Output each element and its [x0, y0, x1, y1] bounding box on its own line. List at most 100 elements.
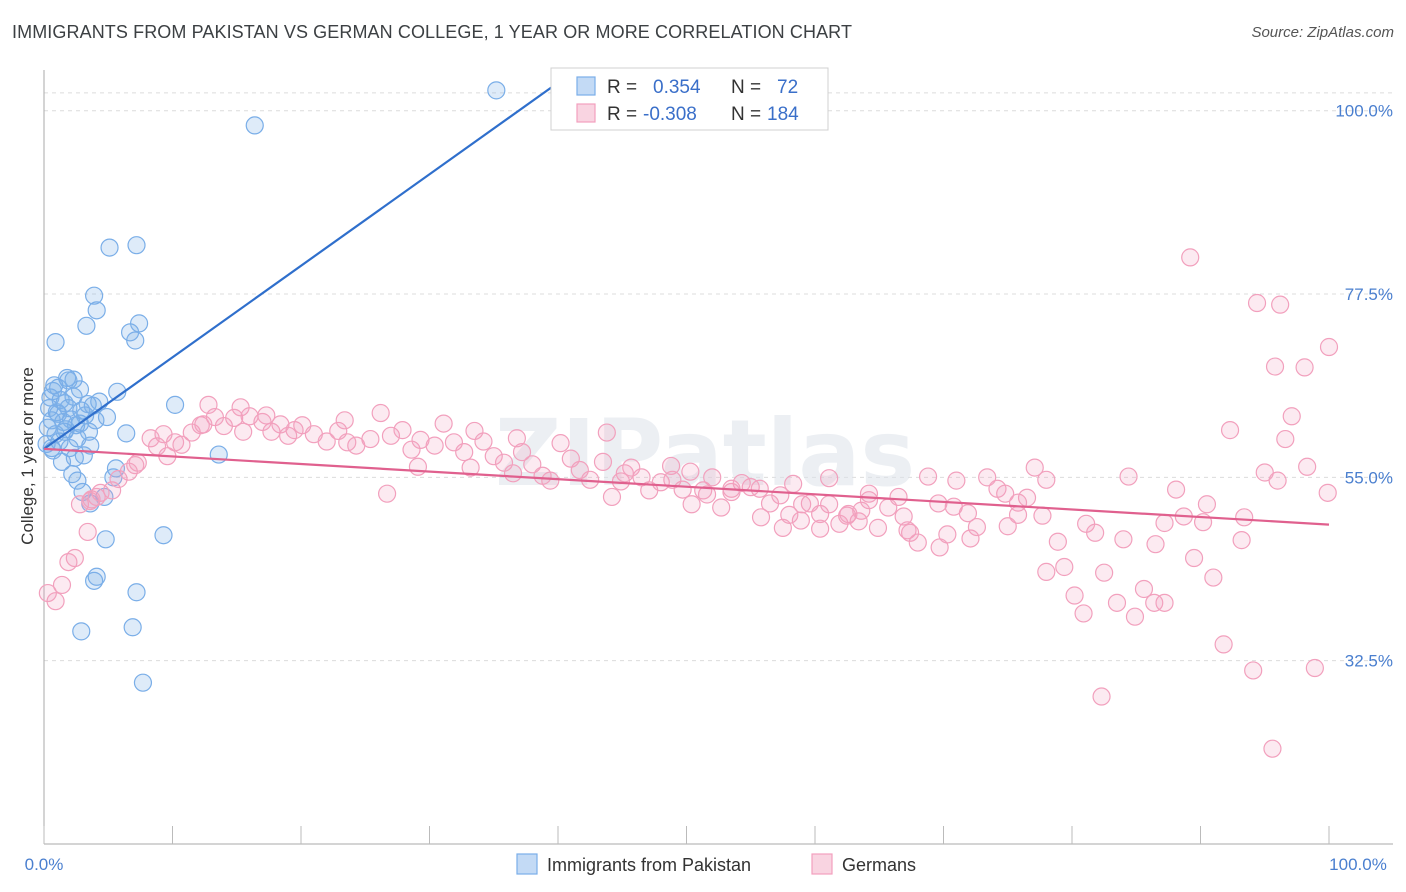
- point-germans: [1145, 593, 1164, 612]
- point-pakistan: [43, 381, 63, 401]
- point-germans: [523, 455, 542, 474]
- point-germans: [908, 533, 927, 552]
- point-germans: [944, 497, 963, 516]
- point-pakistan: [126, 331, 145, 350]
- y-tick-label: 55.0%: [1345, 468, 1393, 487]
- y-tick-labels: 32.5% 55.0% 77.5% 100.0%: [1335, 102, 1393, 671]
- point-germans: [978, 468, 997, 487]
- y-tick-label: 32.5%: [1345, 652, 1393, 671]
- point-germans: [1037, 562, 1056, 581]
- point-germans: [859, 484, 879, 503]
- point-germans: [126, 456, 145, 475]
- trend-lines: [43, 77, 1330, 526]
- point-pakistan: [72, 622, 91, 641]
- point-germans: [1244, 661, 1263, 680]
- point-germans: [703, 468, 722, 487]
- point-germans: [1220, 421, 1240, 440]
- point-germans: [820, 495, 839, 514]
- point-pakistan: [46, 333, 65, 352]
- point-germans: [663, 470, 682, 489]
- point-germans: [852, 501, 871, 520]
- x-ticks: [43, 826, 1330, 844]
- bottom-legend-swatch-pakistan: [516, 853, 538, 875]
- point-germans: [52, 575, 72, 595]
- point-germans: [381, 426, 401, 445]
- series-germans-points: [38, 248, 1339, 758]
- point-germans: [661, 456, 681, 476]
- point-germans: [1037, 470, 1056, 489]
- point-germans: [1114, 530, 1133, 549]
- point-germans: [1181, 248, 1200, 267]
- point-germans: [225, 408, 244, 427]
- point-germans: [1263, 739, 1282, 758]
- legend-n-value-germans: 184: [767, 104, 799, 125]
- source-label: Source: ZipAtlas.com: [1251, 24, 1394, 41]
- point-germans: [1298, 457, 1317, 476]
- legend-r-value-germans: -0.308: [643, 104, 697, 125]
- point-germans: [930, 538, 949, 557]
- point-germans: [996, 484, 1015, 503]
- point-pakistan: [127, 583, 146, 602]
- trendline-pakistan: [43, 77, 566, 450]
- point-pakistan: [165, 395, 185, 414]
- point-pakistan: [127, 236, 146, 255]
- point-pakistan: [78, 394, 97, 414]
- point-germans: [820, 469, 839, 488]
- point-germans: [1134, 579, 1154, 599]
- point-germans: [1107, 593, 1127, 612]
- point-germans: [681, 462, 700, 481]
- point-germans: [109, 469, 128, 489]
- point-germans: [811, 519, 830, 538]
- point-pakistan: [52, 452, 72, 471]
- point-germans: [408, 457, 428, 476]
- point-germans: [285, 421, 304, 440]
- point-germans: [838, 506, 857, 525]
- point-germans: [1055, 557, 1074, 577]
- point-germans: [335, 411, 354, 430]
- point-germans: [682, 495, 701, 514]
- point-germans: [1065, 586, 1084, 605]
- point-germans: [1295, 358, 1314, 377]
- y-axis-title: College, 1 year or more: [18, 367, 37, 545]
- point-germans: [773, 518, 792, 537]
- legend-frame: [550, 67, 829, 131]
- point-germans: [1008, 505, 1028, 524]
- point-germans: [1033, 506, 1052, 525]
- point-pakistan: [487, 81, 506, 100]
- legend-box: R = 0.354 N = 72 R = -0.308 N = 184: [550, 67, 829, 131]
- point-pakistan: [85, 286, 104, 305]
- legend-swatch-pakistan: [576, 76, 596, 96]
- point-pakistan: [117, 424, 136, 443]
- legend-r-value-pakistan: 0.354: [653, 77, 701, 98]
- point-pakistan: [86, 411, 105, 430]
- point-germans: [791, 511, 810, 530]
- x-tick-label-max: 100.0%: [1329, 855, 1387, 874]
- point-germans: [484, 447, 503, 466]
- point-germans: [967, 517, 987, 537]
- point-germans: [1048, 532, 1067, 551]
- point-germans: [78, 522, 97, 542]
- series-pakistan-points: [37, 81, 506, 692]
- legend-n-label-germans: N =: [731, 104, 761, 125]
- point-germans: [194, 415, 213, 434]
- point-germans: [1155, 513, 1174, 533]
- point-germans: [512, 443, 532, 462]
- axes: [43, 70, 1393, 845]
- point-germans: [929, 494, 948, 513]
- point-germans: [1271, 295, 1290, 314]
- point-germans: [1265, 357, 1285, 376]
- point-pakistan: [97, 407, 117, 427]
- point-germans: [1166, 480, 1186, 499]
- point-germans: [1204, 568, 1223, 587]
- point-germans: [1125, 607, 1145, 626]
- point-pakistan: [133, 673, 153, 692]
- point-germans: [697, 485, 717, 504]
- point-germans: [1232, 531, 1251, 550]
- bottom-legend-label-germans: Germans: [842, 855, 916, 875]
- point-germans: [172, 435, 191, 454]
- point-germans: [900, 523, 920, 542]
- point-germans: [1155, 593, 1174, 612]
- point-germans: [1319, 337, 1339, 357]
- point-germans: [257, 406, 276, 425]
- point-germans: [1247, 293, 1267, 313]
